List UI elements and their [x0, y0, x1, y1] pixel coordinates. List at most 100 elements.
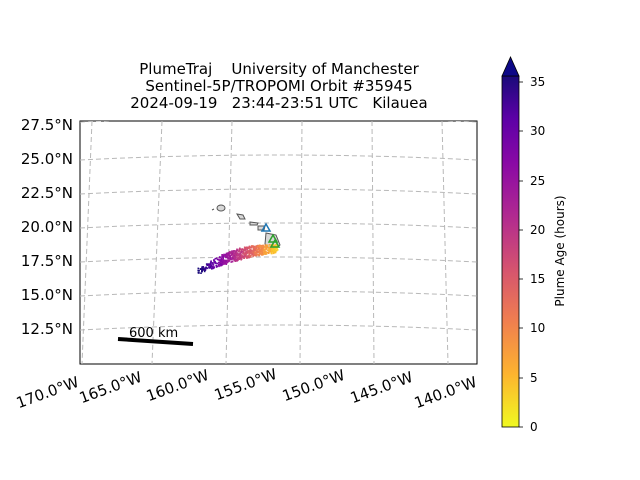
lat-label: 17.5°N	[21, 252, 73, 270]
plume-pixel	[225, 256, 227, 258]
plume-pixel	[208, 264, 210, 267]
plume-pixel	[221, 255, 223, 258]
plume-pixel	[211, 266, 213, 269]
gridline-lat-20	[80, 222, 477, 229]
scale-bar-label: 600 km	[129, 326, 178, 341]
lon-label: 140.0°W	[412, 373, 480, 412]
lat-label: 15.0°N	[21, 286, 73, 304]
plume-pixel	[260, 249, 263, 251]
plume-pixel	[232, 257, 234, 259]
plume-pixel	[245, 247, 248, 250]
plume-pixel	[266, 244, 269, 247]
island-niihau	[211, 208, 215, 211]
plume-pixel	[272, 245, 274, 247]
plume-pixel	[236, 248, 238, 251]
plume-pixel	[268, 247, 270, 249]
plume-pixel	[205, 263, 208, 265]
plume-pixel	[235, 254, 237, 257]
plume-pixel	[234, 256, 237, 258]
plume-pixel	[205, 267, 207, 269]
plume-pixel	[204, 267, 206, 269]
plume-pixel	[271, 250, 274, 253]
plume-pixel	[230, 252, 232, 254]
plume-pixel	[233, 256, 236, 259]
lon-label: 150.0°W	[280, 366, 348, 405]
plume-pixel	[200, 272, 202, 274]
plume-pixel	[261, 247, 263, 250]
plume-pixel	[252, 251, 254, 254]
plume-pixel	[257, 245, 259, 248]
plume-pixel	[203, 267, 205, 270]
colorbar-tick-label: 20	[530, 223, 545, 237]
plume-pixel	[227, 252, 229, 255]
plume-pixel	[253, 248, 256, 251]
plume-pixel	[232, 253, 234, 256]
plume-pixel	[240, 250, 243, 253]
gridline-lon-165	[81, 121, 93, 364]
plume-pixel	[217, 263, 220, 266]
plume-pixel	[201, 266, 204, 268]
plume-pixel	[262, 247, 265, 249]
island-oahu	[236, 213, 246, 220]
plume-pixel	[202, 266, 205, 268]
lat-label: 22.5°N	[21, 184, 73, 202]
plume-pixel	[241, 248, 244, 251]
plume-pixel	[227, 257, 229, 260]
plume-pixel	[275, 244, 277, 246]
plume-pixel	[225, 253, 228, 256]
plume-pixel	[236, 254, 238, 257]
plume-pixel	[225, 254, 227, 257]
plume-pixel	[233, 250, 236, 252]
gridline-lat-12-5	[80, 324, 477, 331]
plume-pixel	[247, 256, 249, 258]
plume-pixel	[227, 260, 230, 262]
plume-pixel	[253, 251, 256, 253]
plume-pixel	[255, 253, 258, 256]
plume-pixel	[248, 250, 251, 253]
plume-pixel	[236, 260, 239, 262]
plume-pixel	[197, 271, 200, 274]
plume-pixel	[272, 247, 274, 249]
plume-pixel	[243, 257, 245, 259]
plume-pixel	[259, 246, 262, 249]
plume-pixel	[241, 256, 243, 259]
plume-pixel	[219, 259, 222, 261]
graticule	[80, 121, 477, 364]
colorbar-tick-labels: 0 5 10 15 20 25 30 35	[530, 75, 545, 434]
plume-pixel	[221, 261, 224, 263]
plume-pixel	[202, 269, 204, 271]
plume-pixel	[212, 262, 214, 265]
plume-pixel	[243, 255, 246, 257]
plume-pixel	[245, 253, 248, 255]
plume-pixel	[264, 250, 267, 253]
plume-pixel	[274, 251, 277, 254]
plume-pixel	[272, 251, 275, 253]
plume-pixel	[268, 244, 271, 246]
plume-pixel	[210, 264, 212, 267]
plume-pixel	[203, 269, 206, 271]
plume-pixel	[242, 255, 244, 258]
lon-label: 170.0°W	[14, 373, 82, 412]
colorbar-tick-label: 5	[530, 371, 538, 385]
plume-pixel	[224, 261, 227, 263]
plume-pixel	[240, 252, 242, 254]
plume-pixel	[226, 256, 228, 259]
plume-pixel	[256, 250, 258, 253]
plume-pixel	[274, 248, 277, 250]
plume-pixel	[231, 254, 233, 256]
plume-pixel	[240, 258, 242, 261]
plume-pixel	[242, 251, 245, 254]
plume-pixel	[252, 249, 255, 251]
plume-pixel	[263, 246, 265, 248]
plume-pixel	[250, 246, 252, 249]
plume-pixel	[262, 244, 264, 247]
plume-pixel	[243, 248, 245, 251]
plume-pixel	[212, 264, 215, 266]
colorbar-tick-label: 0	[530, 420, 538, 434]
plume-pixel	[243, 246, 246, 249]
plume-pixel	[218, 260, 220, 262]
plume-pixel	[272, 252, 275, 255]
plume-pixel	[247, 254, 250, 257]
plume-pixel	[242, 249, 245, 252]
plume-pixel	[214, 262, 216, 264]
